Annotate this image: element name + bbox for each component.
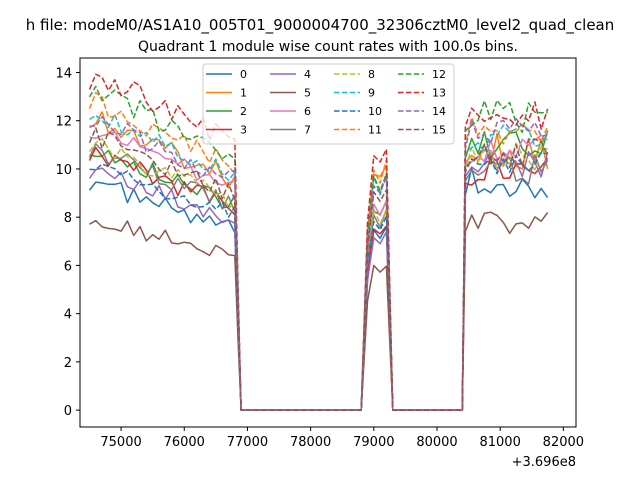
x-tick-label: 81000 [479,435,520,450]
series-line-9 [89,113,549,411]
y-tick-label: 10 [55,163,72,178]
x-tick-label: 78000 [290,435,331,450]
legend-label-4: 4 [304,68,311,81]
legend-label-8: 8 [368,68,375,81]
y-tick-label: 0 [64,404,72,419]
legend-label-1: 1 [240,87,247,100]
series-line-15 [88,127,549,411]
legend-label-6: 6 [304,105,311,118]
legend-label-14: 14 [432,105,446,118]
legend-label-0: 0 [240,68,247,81]
legend-label-5: 5 [304,87,311,100]
legend-label-2: 2 [240,105,247,118]
legend-label-11: 11 [368,124,382,137]
legend-label-15: 15 [432,124,446,137]
legend-label-12: 12 [432,68,446,81]
y-tick-label: 4 [64,308,72,323]
x-axis: 75000 76000 77000 78000 79000 80000 81000 82000 [100,427,584,450]
x-tick-label: 79000 [353,435,394,450]
x-tick-label: 75000 [100,435,141,450]
series-line-5 [89,211,549,411]
chart-title: Quadrant 1 module wise count rates with … [138,39,518,55]
legend-label-13: 13 [432,87,446,100]
series-line-11 [88,92,549,411]
plot-lines [88,73,549,411]
y-tick-label: 8 [64,211,72,226]
x-tick-label: 80000 [416,435,457,450]
series-line-10 [89,151,548,411]
series-line-12 [88,85,548,411]
x-tick-label: 76000 [164,435,205,450]
x-tick-label: 82000 [543,435,584,450]
figure-suptitle: h file: modeM0/AS1A10_005T01_9000004700_… [26,16,615,35]
axes-frame [79,57,577,428]
series-line-14 [89,116,548,411]
y-tick-label: 6 [64,259,72,274]
y-tick-label: 14 [55,66,72,81]
legend-label-3: 3 [240,124,247,137]
series-line-7 [88,143,549,411]
y-axis: 0 2 4 6 8 10 12 14 [55,66,80,419]
y-tick-label: 2 [64,356,72,371]
legend-label-9: 9 [368,87,375,100]
series-line-0 [88,167,549,411]
y-tick-label: 12 [55,115,72,130]
legend-label-10: 10 [368,105,382,118]
x-tick-label: 77000 [227,435,268,450]
x-axis-offset-label: +3.696e8 [512,455,576,470]
legend-box [202,63,455,145]
legend-label-7: 7 [304,124,311,137]
